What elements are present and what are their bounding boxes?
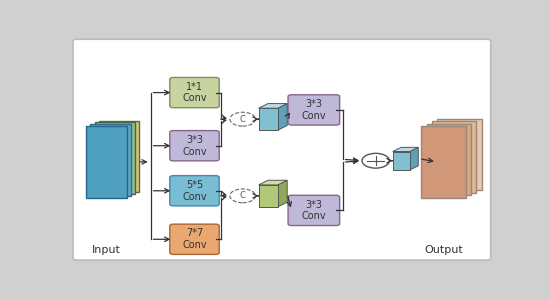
Text: 1*1
Conv: 1*1 Conv: [182, 82, 207, 104]
FancyBboxPatch shape: [288, 95, 340, 125]
Polygon shape: [393, 152, 410, 170]
Text: Output: Output: [425, 245, 463, 255]
Circle shape: [230, 112, 255, 126]
Polygon shape: [258, 103, 287, 108]
Polygon shape: [258, 185, 278, 207]
FancyBboxPatch shape: [170, 224, 219, 254]
Polygon shape: [410, 147, 419, 170]
Polygon shape: [258, 180, 287, 185]
Bar: [99, 121, 139, 192]
Text: 5*5
Conv: 5*5 Conv: [182, 180, 207, 202]
Bar: [95, 122, 135, 194]
Bar: [90, 124, 131, 196]
Text: Input: Input: [92, 245, 120, 255]
Bar: [432, 121, 476, 193]
FancyBboxPatch shape: [288, 195, 340, 226]
Polygon shape: [278, 103, 287, 130]
Polygon shape: [278, 180, 287, 207]
Text: 3*3
Conv: 3*3 Conv: [182, 135, 207, 157]
FancyBboxPatch shape: [170, 176, 219, 206]
FancyBboxPatch shape: [73, 39, 491, 260]
Bar: [427, 124, 471, 195]
Text: 3*3
Conv: 3*3 Conv: [301, 200, 326, 221]
Circle shape: [362, 153, 389, 168]
Text: C: C: [240, 115, 246, 124]
FancyBboxPatch shape: [170, 77, 219, 108]
Text: 7*7
Conv: 7*7 Conv: [182, 229, 207, 250]
Circle shape: [230, 189, 255, 203]
Polygon shape: [393, 147, 419, 152]
Bar: [437, 119, 482, 190]
Polygon shape: [258, 108, 278, 130]
Bar: [421, 126, 466, 198]
Text: 3*3
Conv: 3*3 Conv: [301, 99, 326, 121]
FancyBboxPatch shape: [170, 130, 219, 161]
Text: C: C: [240, 191, 246, 200]
Bar: [86, 126, 126, 198]
